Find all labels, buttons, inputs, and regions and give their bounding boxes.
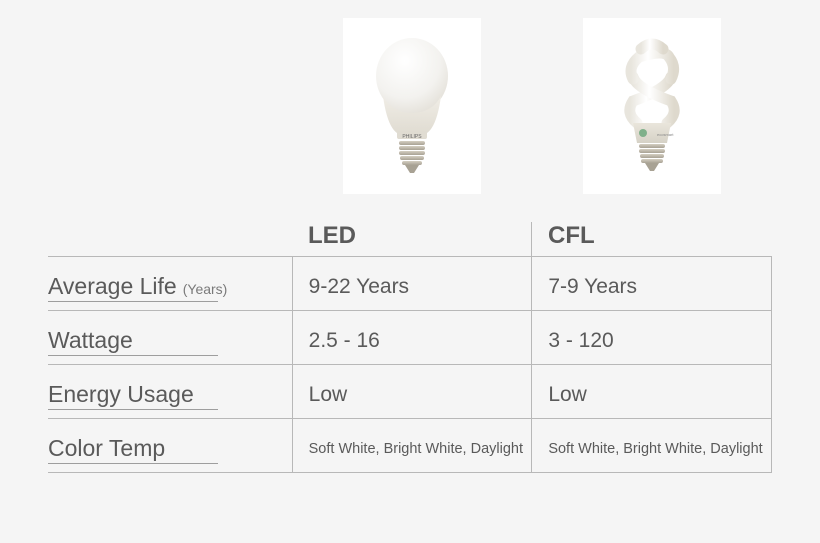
col-header-led: LED [292,222,532,256]
led-energy-usage: Low [292,365,532,418]
label-text: Color Temp [48,435,165,462]
image-spacer [48,18,292,194]
led-bulb-icon: PHILIPS [367,31,457,181]
images-row: PHILIPS [48,18,772,194]
label-wattage: Wattage [48,311,292,364]
cfl-image-cell: ecosmart [532,18,772,194]
cfl-average-life: 7-9 Years [531,257,771,310]
label-energy-usage: Energy Usage [48,365,292,418]
svg-text:ecosmart: ecosmart [657,132,674,137]
row-average-life: Average Life (Years) 9-22 Years 7-9 Year… [48,257,771,311]
label-color-temp: Color Temp [48,419,292,472]
cfl-wattage: 3 - 120 [531,311,771,364]
led-average-life: 9-22 Years [292,257,532,310]
cfl-color-temp: Soft White, Bright White, Daylight [531,419,771,472]
label-text: Energy Usage [48,381,194,408]
table-body: Average Life (Years) 9-22 Years 7-9 Year… [48,256,772,473]
led-wattage: 2.5 - 16 [292,311,532,364]
cfl-energy-usage: Low [531,365,771,418]
svg-text:PHILIPS: PHILIPS [402,134,422,140]
row-color-temp: Color Temp Soft White, Bright White, Day… [48,419,771,473]
led-color-temp: Soft White, Bright White, Daylight [292,419,532,472]
row-energy-usage: Energy Usage Low Low [48,365,771,419]
led-bulb-image: PHILIPS [343,18,481,194]
led-header-text: LED [308,222,531,256]
cfl-header-text: CFL [548,222,772,256]
label-text: Wattage [48,327,133,354]
col-header-cfl: CFL [532,222,772,256]
bulb-comparison-table: PHILIPS [48,18,772,473]
label-text: Average Life [48,273,177,300]
label-average-life: Average Life (Years) [48,257,292,310]
cfl-bulb-image: ecosmart [583,18,721,194]
header-row: LED CFL [48,212,772,256]
label-sub: (Years) [183,281,228,297]
led-image-cell: PHILIPS [292,18,532,194]
cfl-bulb-icon: ecosmart [607,31,697,181]
row-wattage: Wattage 2.5 - 16 3 - 120 [48,311,771,365]
